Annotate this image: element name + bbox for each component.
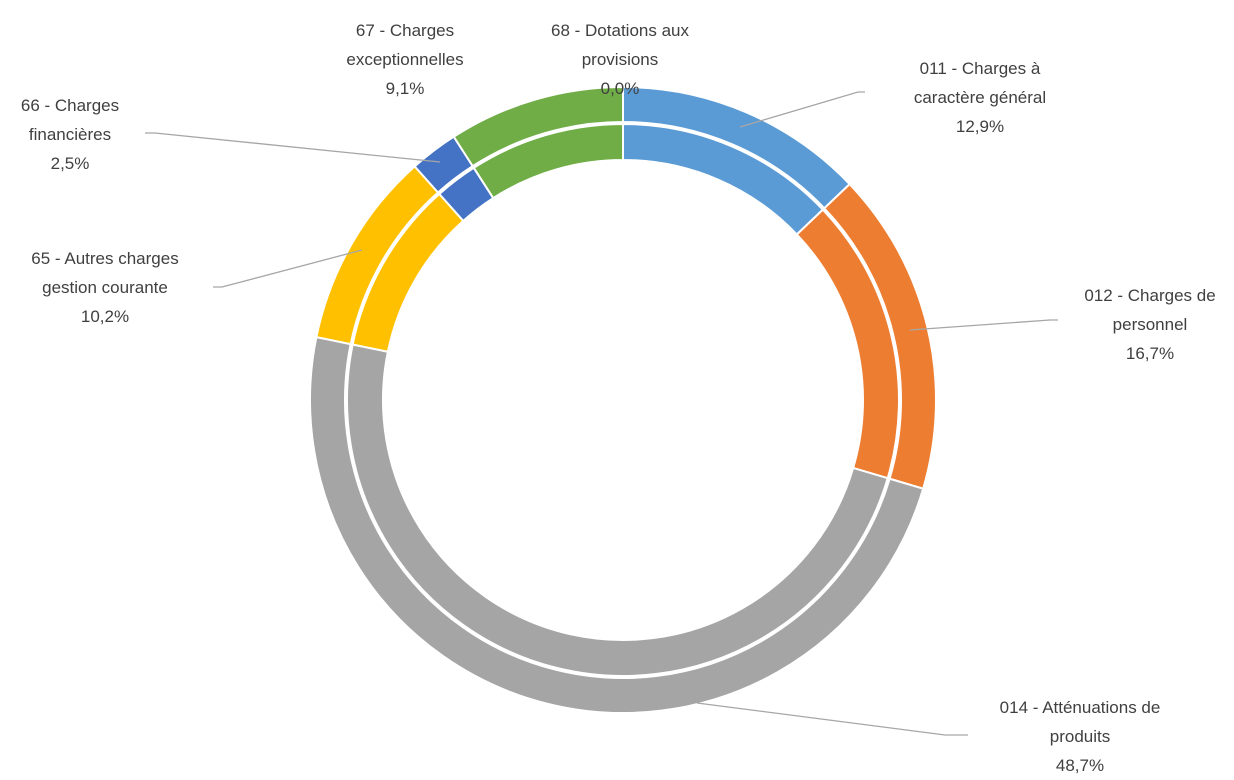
value-label: 10,2%	[80, 307, 130, 326]
value-label: 2,5%	[50, 154, 90, 173]
data-label: 014 - Atténuations de produits 48,7%	[975, 693, 1185, 780]
category-label: 66 - Charges financières	[20, 96, 120, 144]
value-label: 9,1%	[385, 79, 425, 98]
category-label: 68 - Dotations aux provisions	[551, 21, 689, 69]
leader-line	[739, 91, 865, 128]
value-label: 0,0%	[600, 79, 640, 98]
value-label: 48,7%	[1055, 756, 1105, 775]
leader-line	[145, 132, 441, 163]
data-label: 65 - Autres charges gestion courante 10,2…	[15, 244, 195, 331]
value-label: 16,7%	[1125, 344, 1175, 363]
data-label: 66 - Charges financières 2,5%	[10, 91, 130, 178]
leader-line	[213, 249, 363, 288]
data-label: 67 - Charges exceptionnelles 9,1%	[330, 16, 480, 103]
category-label: 012 - Charges de personnel	[1084, 286, 1216, 334]
category-label: 014 - Atténuations de produits	[999, 698, 1161, 746]
category-label: 65 - Autres charges gestion courante	[31, 249, 179, 297]
data-label: 68 - Dotations aux provisions 0,0%	[535, 16, 705, 103]
leader-line	[696, 702, 968, 736]
category-label: 67 - Charges exceptionnelles	[346, 21, 464, 69]
leader-line	[909, 319, 1058, 331]
value-label: 12,9%	[955, 117, 1005, 136]
data-label: 012 - Charges de personnel 16,7%	[1070, 281, 1230, 368]
data-label: 011 - Charges à caractère général 12,9%	[895, 54, 1065, 141]
category-label: 011 - Charges à caractère général	[913, 59, 1047, 107]
